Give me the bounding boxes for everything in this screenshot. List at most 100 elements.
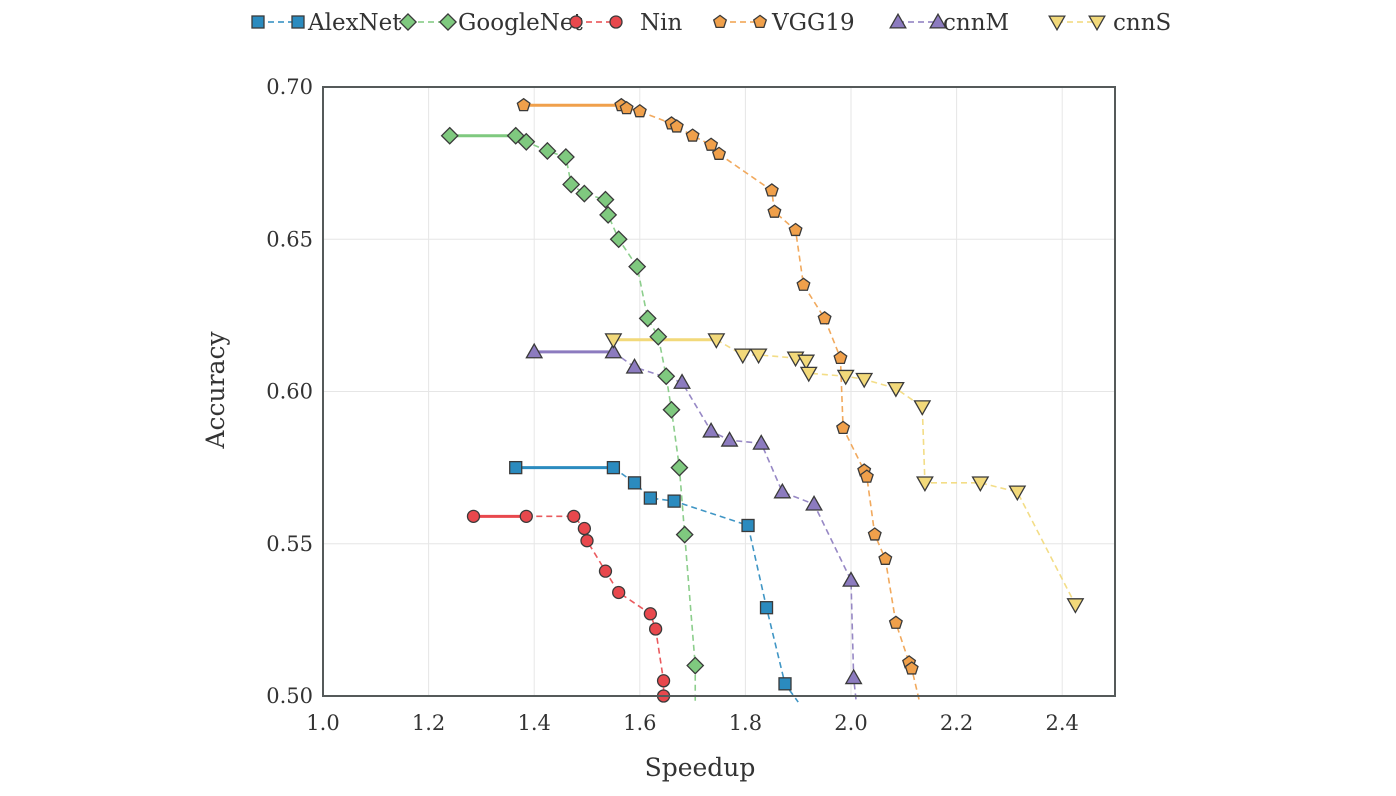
point-googlenet xyxy=(686,656,705,675)
point-vgg19 xyxy=(904,661,919,675)
point-vgg19 xyxy=(711,146,727,160)
x-tick-label: 1.6 xyxy=(623,711,656,735)
point-vgg19 xyxy=(833,350,848,364)
point-googlenet xyxy=(638,309,657,328)
point-nin xyxy=(656,674,671,688)
point-vgg19 xyxy=(867,527,882,541)
legend-marker-nin xyxy=(569,15,583,29)
point-cnns xyxy=(915,476,934,492)
x-tick-label: 1.2 xyxy=(412,711,445,735)
point-cnnm xyxy=(805,495,823,511)
y-tick-label: 0.50 xyxy=(266,684,313,708)
point-cnnm xyxy=(702,421,721,438)
point-cnns xyxy=(749,348,768,365)
point-vgg19 xyxy=(817,311,832,325)
point-googlenet xyxy=(517,132,536,151)
y-tick-label: 0.60 xyxy=(266,380,313,404)
point-vgg19 xyxy=(685,128,700,142)
x-tick-label: 1.4 xyxy=(517,711,550,735)
legend-marker-alexnet xyxy=(291,15,305,29)
x-tick-label: 2.2 xyxy=(940,711,973,735)
point-cnns xyxy=(836,369,855,386)
x-tick-label: 1.0 xyxy=(306,711,339,735)
point-cnns xyxy=(971,476,990,492)
legend-marker-vgg19 xyxy=(752,14,768,28)
point-googlenet xyxy=(662,400,681,419)
point-cnnm xyxy=(752,434,771,450)
legend-marker-googlenet xyxy=(398,12,418,32)
legend-marker-cnnm xyxy=(889,12,907,29)
legend: AlexNet GoogleNet Nin VGG19 cnnM cnnS xyxy=(251,10,1171,36)
point-googlenet xyxy=(506,126,525,145)
point-googlenet xyxy=(575,184,594,203)
series-line-alexnet-dashed xyxy=(612,466,799,703)
point-vgg19 xyxy=(619,100,634,115)
legend-marker-cnns xyxy=(1088,15,1106,32)
legend-label-alexnet: AlexNet xyxy=(307,10,402,36)
series-line-nin-dashed xyxy=(526,515,665,696)
legend-label-vgg19: VGG19 xyxy=(771,10,855,36)
point-cnnm xyxy=(842,571,860,587)
legend-marker-nin xyxy=(609,15,623,29)
legend-marker-cnnm xyxy=(929,12,947,29)
point-vgg19 xyxy=(669,119,684,133)
point-alexnet xyxy=(606,460,621,475)
point-googlenet xyxy=(609,230,628,249)
point-nin xyxy=(519,509,533,523)
point-nin xyxy=(580,534,594,548)
legend-label-googlenet: GoogleNet xyxy=(458,10,583,36)
point-cnnm xyxy=(625,358,644,374)
point-googlenet xyxy=(649,327,668,346)
point-vgg19 xyxy=(764,183,779,197)
point-cnns xyxy=(797,354,816,371)
legend-marker-alexnet xyxy=(251,15,265,29)
series-line-cnnm-dashed xyxy=(612,351,858,703)
y-tick-label: 0.65 xyxy=(266,227,313,251)
legend-marker-vgg19 xyxy=(712,14,728,28)
point-cnns xyxy=(707,333,726,349)
y-tick-label: 0.55 xyxy=(266,532,313,556)
series-markers xyxy=(440,97,1085,703)
point-googlenet xyxy=(538,141,557,160)
point-cnns xyxy=(604,333,623,349)
point-vgg19 xyxy=(888,615,903,629)
point-cnnm xyxy=(720,431,739,447)
point-cnns xyxy=(733,348,752,365)
point-alexnet xyxy=(778,677,792,691)
x-tick-label: 2.4 xyxy=(1045,711,1078,735)
point-nin xyxy=(612,585,626,600)
plot-frame xyxy=(322,86,1116,697)
point-vgg19 xyxy=(767,204,782,218)
point-cnns xyxy=(855,372,874,389)
point-cnnm xyxy=(525,342,544,359)
point-vgg19 xyxy=(836,420,851,435)
point-vgg19 xyxy=(704,137,719,151)
point-cnns xyxy=(1066,598,1085,614)
point-googlenet xyxy=(562,175,581,194)
point-googlenet xyxy=(670,458,689,477)
point-cnns xyxy=(886,381,905,398)
point-googlenet xyxy=(675,525,694,544)
point-alexnet xyxy=(509,460,523,475)
legend-label-nin: Nin xyxy=(640,10,682,36)
series-line-cnns-dashed xyxy=(715,339,1077,606)
point-alexnet xyxy=(759,601,774,615)
point-cnnm xyxy=(604,342,623,359)
point-vgg19 xyxy=(878,551,893,565)
point-vgg19 xyxy=(796,277,811,291)
point-alexnet xyxy=(741,518,755,533)
legend-label-cnnm: cnnM xyxy=(943,10,1009,36)
point-nin xyxy=(466,509,481,523)
x-tick-label: 1.8 xyxy=(729,711,762,735)
point-vgg19 xyxy=(859,469,874,483)
point-alexnet xyxy=(643,491,658,505)
point-nin xyxy=(643,607,658,621)
legend-marker-googlenet xyxy=(438,12,458,32)
legend-label-cnns: cnnS xyxy=(1113,10,1171,36)
y-axis-ticks: 0.50 0.55 0.60 0.65 0.70 xyxy=(266,75,313,708)
point-vgg19 xyxy=(516,97,531,112)
point-cnnm xyxy=(673,373,691,389)
point-googlenet xyxy=(556,148,575,167)
grid xyxy=(322,86,1115,697)
